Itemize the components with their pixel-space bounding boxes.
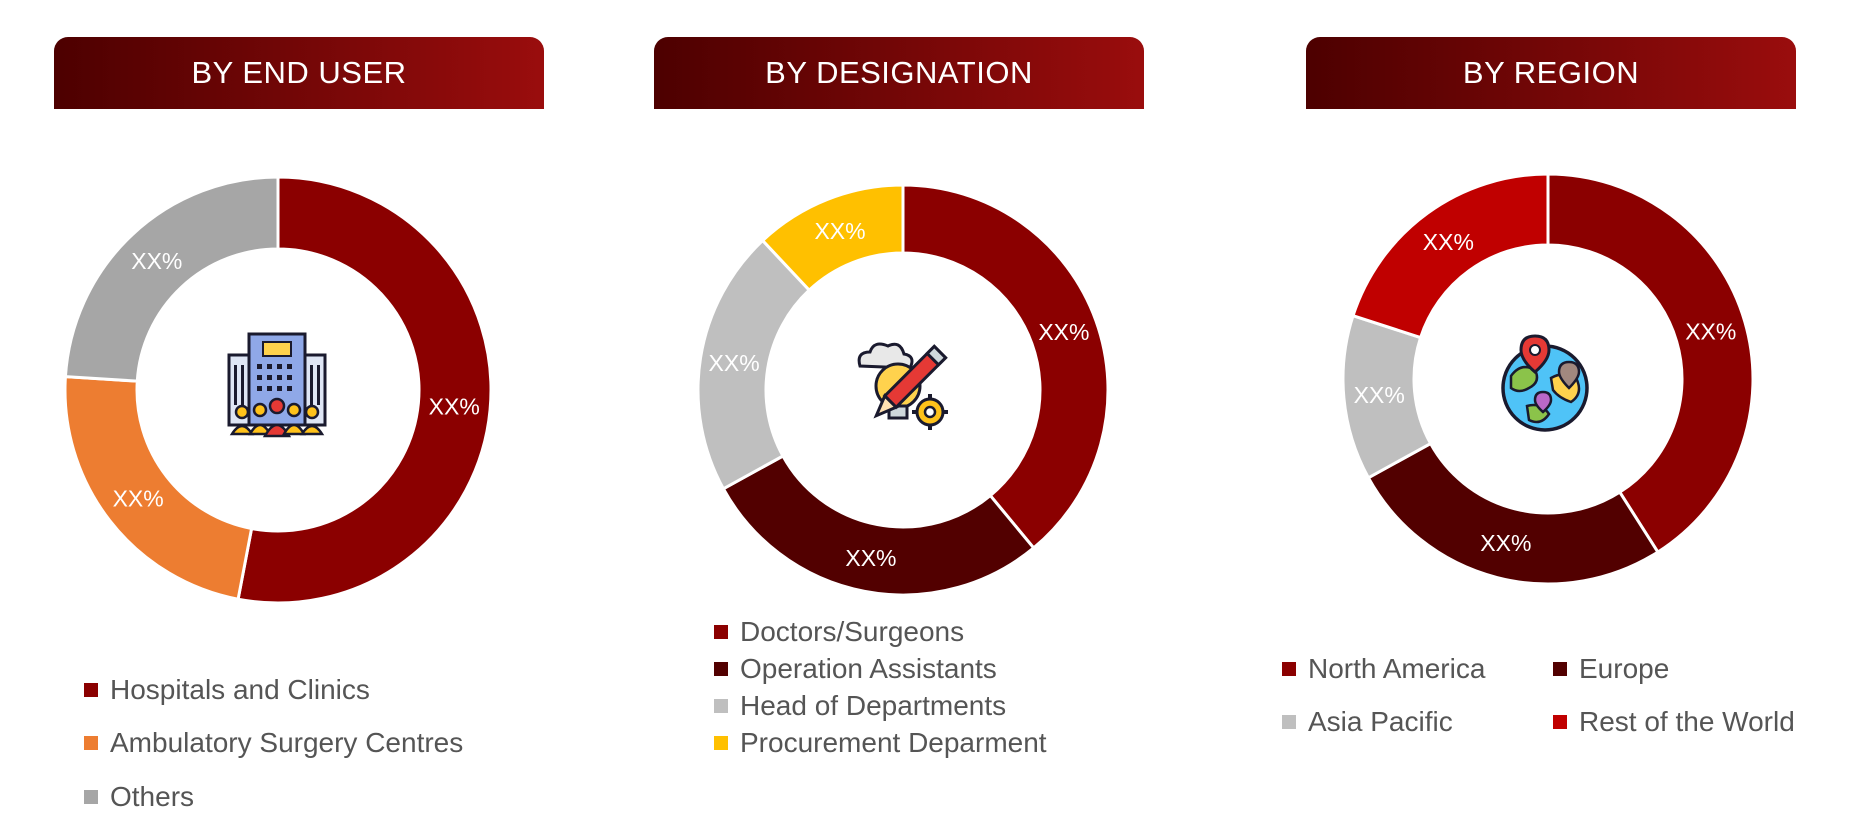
slice-label: XX%: [1685, 319, 1736, 345]
legend-item: Head of Departments: [714, 690, 1006, 722]
legend-item: Rest of the World: [1553, 706, 1795, 738]
legend-swatch: [1282, 662, 1296, 676]
chart-title: BY DESIGNATION: [654, 37, 1144, 109]
legend-swatch: [1553, 715, 1567, 729]
legend-label: Rest of the World: [1579, 706, 1795, 737]
slice-label: XX%: [709, 350, 760, 376]
legend-label: Asia Pacific: [1308, 706, 1453, 737]
legend-label: Europe: [1579, 653, 1670, 684]
donut-slice: [721, 453, 1036, 597]
legend-label: Ambulatory Surgery Centres: [110, 727, 464, 758]
legend-swatch: [84, 790, 98, 804]
donut-slice: [1366, 441, 1660, 586]
slice-label: XX%: [429, 394, 480, 420]
legend-label: North America: [1308, 653, 1486, 684]
chart-title: BY REGION: [1306, 37, 1796, 109]
donut-slice: [236, 175, 493, 605]
donut-slice: [63, 175, 280, 383]
slice-label: XX%: [113, 485, 164, 511]
legend-label: Operation Assistants: [740, 653, 997, 684]
legend-item: Ambulatory Surgery Centres: [84, 727, 463, 759]
legend-swatch: [714, 736, 728, 750]
donut-slice: [760, 183, 905, 293]
legend-item: Procurement Deparment: [714, 727, 1047, 759]
legend-swatch: [714, 662, 728, 676]
legend-item: Asia Pacific: [1282, 706, 1453, 738]
legend-item: Hospitals and Clinics: [84, 674, 370, 706]
legend-item: Europe: [1553, 653, 1669, 685]
legend-item: North America: [1282, 653, 1485, 685]
chart-title: BY END USER: [54, 37, 544, 109]
legend-item: Operation Assistants: [714, 653, 997, 685]
legend-label: Head of Departments: [740, 690, 1007, 721]
legend-label: Procurement Deparment: [740, 727, 1047, 758]
donut-slice: [901, 183, 1110, 551]
slice-label: XX%: [1354, 382, 1405, 408]
legend-swatch: [84, 683, 98, 697]
donut-slice: [1351, 172, 1550, 340]
legend-label: Doctors/Surgeons: [740, 616, 965, 647]
legend-item: Doctors/Surgeons: [714, 616, 964, 648]
legend-swatch: [84, 736, 98, 750]
idea-bulb-pencil-gear-icon: [857, 342, 948, 430]
donut-slice: [1546, 172, 1755, 555]
legend-item: Others: [84, 781, 194, 813]
legend-label: Others: [110, 781, 195, 812]
legend-swatch: [1282, 715, 1296, 729]
donut-slice: [63, 375, 254, 601]
slice-label: XX%: [1038, 319, 1089, 345]
legend-label: Hospitals and Clinics: [110, 674, 370, 705]
legend-swatch: [714, 699, 728, 713]
legend-swatch: [1553, 662, 1567, 676]
slice-label: XX%: [131, 248, 182, 274]
legend-swatch: [714, 625, 728, 639]
slice-label: XX%: [1480, 530, 1531, 556]
globe-location-pins-icon: [1501, 334, 1589, 432]
slice-label: XX%: [845, 545, 896, 571]
slice-label: XX%: [1423, 229, 1474, 255]
hospital-building-people-icon: [227, 332, 327, 438]
slice-label: XX%: [814, 218, 865, 244]
